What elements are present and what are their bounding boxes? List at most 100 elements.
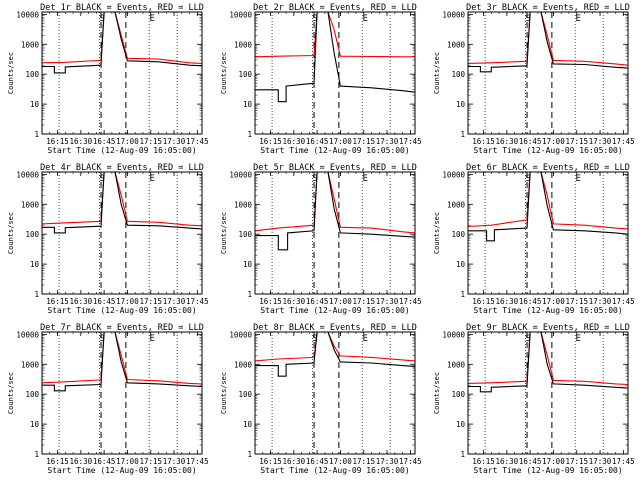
y-tick-label: 1	[460, 450, 465, 459]
x-tick-label: 16:15	[259, 137, 282, 146]
end-marker-label: E	[149, 14, 154, 24]
y-tick-label: 10000	[442, 170, 465, 179]
y-tick-label: 10000	[442, 10, 465, 19]
events-series-line	[42, 332, 202, 392]
y-tick-label: 10000	[229, 170, 252, 179]
start-marker-label: S	[312, 334, 317, 344]
panel-title: Det 3r BLACK = Events, RED = LLD	[466, 3, 630, 13]
y-axis-label: Counts/sec	[7, 212, 15, 254]
x-tick-label: 17:00	[329, 137, 352, 146]
events-series-line	[42, 12, 202, 74]
plot-frame	[41, 171, 203, 295]
x-tick-label: 16:45	[519, 137, 542, 146]
x-tick-label: 16:15	[472, 297, 495, 306]
x-tick-label: 16:15	[259, 457, 282, 466]
y-tick-label: 1	[460, 130, 465, 139]
x-tick-label: 17:45	[612, 297, 635, 306]
series-group	[255, 172, 415, 251]
x-tick-label: 17:00	[116, 457, 139, 466]
events-series-line	[468, 12, 628, 73]
x-tick-label: 17:45	[612, 137, 635, 146]
y-tick-label: 10	[30, 420, 40, 429]
x-axis-label: Start Time (12-Aug-09 16:05:00)	[260, 466, 409, 475]
x-tick-label: 17:30	[589, 137, 612, 146]
x-tick-label: 17:30	[376, 457, 399, 466]
y-tick-label: 100	[238, 390, 252, 399]
y-axis-label: Counts/sec	[7, 52, 15, 94]
series-group	[468, 172, 628, 242]
x-axis-label: Start Time (12-Aug-09 16:05:00)	[473, 466, 622, 475]
panel-title: Det 5r BLACK = Events, RED = LLD	[253, 163, 417, 173]
end-marker-label: E	[149, 334, 154, 344]
y-tick-label: 10000	[16, 330, 39, 339]
events-series-line	[255, 172, 415, 251]
y-axis-label: Counts/sec	[220, 372, 228, 414]
x-tick-label: 17:45	[612, 457, 635, 466]
x-tick-label: 17:00	[116, 297, 139, 306]
y-tick-label: 1000	[447, 360, 466, 369]
lld-series-line	[42, 12, 202, 64]
x-tick-label: 16:45	[306, 137, 329, 146]
y-tick-label: 10000	[16, 170, 39, 179]
y-tick-label: 1	[34, 130, 39, 139]
x-axis-label: Start Time (12-Aug-09 16:05:00)	[47, 466, 196, 475]
panel-title: Det 7r BLACK = Events, RED = LLD	[40, 323, 204, 333]
x-tick-label: 17:15	[565, 137, 588, 146]
x-tick-label: 17:45	[399, 137, 422, 146]
x-tick-label: 17:00	[116, 137, 139, 146]
y-tick-label: 1000	[21, 40, 40, 49]
y-tick-label: 10	[243, 260, 253, 269]
y-tick-label: 100	[25, 70, 39, 79]
x-tick-label: 17:45	[399, 297, 422, 306]
x-tick-label: 16:30	[70, 297, 93, 306]
events-series-line	[42, 172, 202, 234]
x-axis-label: Start Time (12-Aug-09 16:05:00)	[260, 146, 409, 155]
series-group	[468, 332, 628, 393]
end-marker-label: E	[362, 174, 367, 184]
x-axis-label: Start Time (12-Aug-09 16:05:00)	[47, 146, 196, 155]
x-tick-label: 17:15	[565, 297, 588, 306]
y-tick-label: 1000	[447, 200, 466, 209]
panel-title: Det 1r BLACK = Events, RED = LLD	[40, 3, 204, 13]
lld-series-line	[255, 12, 415, 58]
y-tick-label: 1	[460, 290, 465, 299]
y-axis-label: Counts/sec	[7, 372, 15, 414]
x-tick-label: 16:45	[519, 297, 542, 306]
plot-frame	[467, 331, 629, 455]
x-tick-label: 16:15	[46, 137, 69, 146]
end-marker-label: E	[575, 174, 580, 184]
x-tick-label: 17:00	[542, 137, 565, 146]
x-tick-label: 17:15	[565, 457, 588, 466]
x-axis-label: Start Time (12-Aug-09 16:05:00)	[47, 306, 196, 315]
y-axis-label: Counts/sec	[433, 52, 441, 94]
series-group	[42, 332, 202, 392]
x-tick-label: 16:30	[70, 457, 93, 466]
x-tick-label: 16:30	[283, 137, 306, 146]
events-series-line	[255, 12, 415, 103]
x-tick-label: 17:15	[352, 137, 375, 146]
y-tick-label: 10	[30, 100, 40, 109]
plot-frame	[254, 171, 416, 295]
y-tick-label: 10	[456, 100, 466, 109]
series-group	[468, 12, 628, 73]
lld-series-line	[42, 332, 202, 385]
y-tick-label: 1000	[21, 360, 40, 369]
y-tick-label: 100	[25, 230, 39, 239]
x-tick-label: 17:30	[589, 297, 612, 306]
x-tick-label: 16:15	[472, 137, 495, 146]
x-tick-label: 17:45	[186, 137, 209, 146]
x-tick-label: 17:15	[139, 297, 162, 306]
x-tick-label: 17:15	[352, 297, 375, 306]
panel-title: Det 8r BLACK = Events, RED = LLD	[253, 323, 417, 333]
panel-title: Det 6r BLACK = Events, RED = LLD	[466, 163, 630, 173]
x-tick-label: 16:45	[519, 457, 542, 466]
lld-series-line	[255, 332, 415, 362]
plot-frame	[41, 11, 203, 135]
